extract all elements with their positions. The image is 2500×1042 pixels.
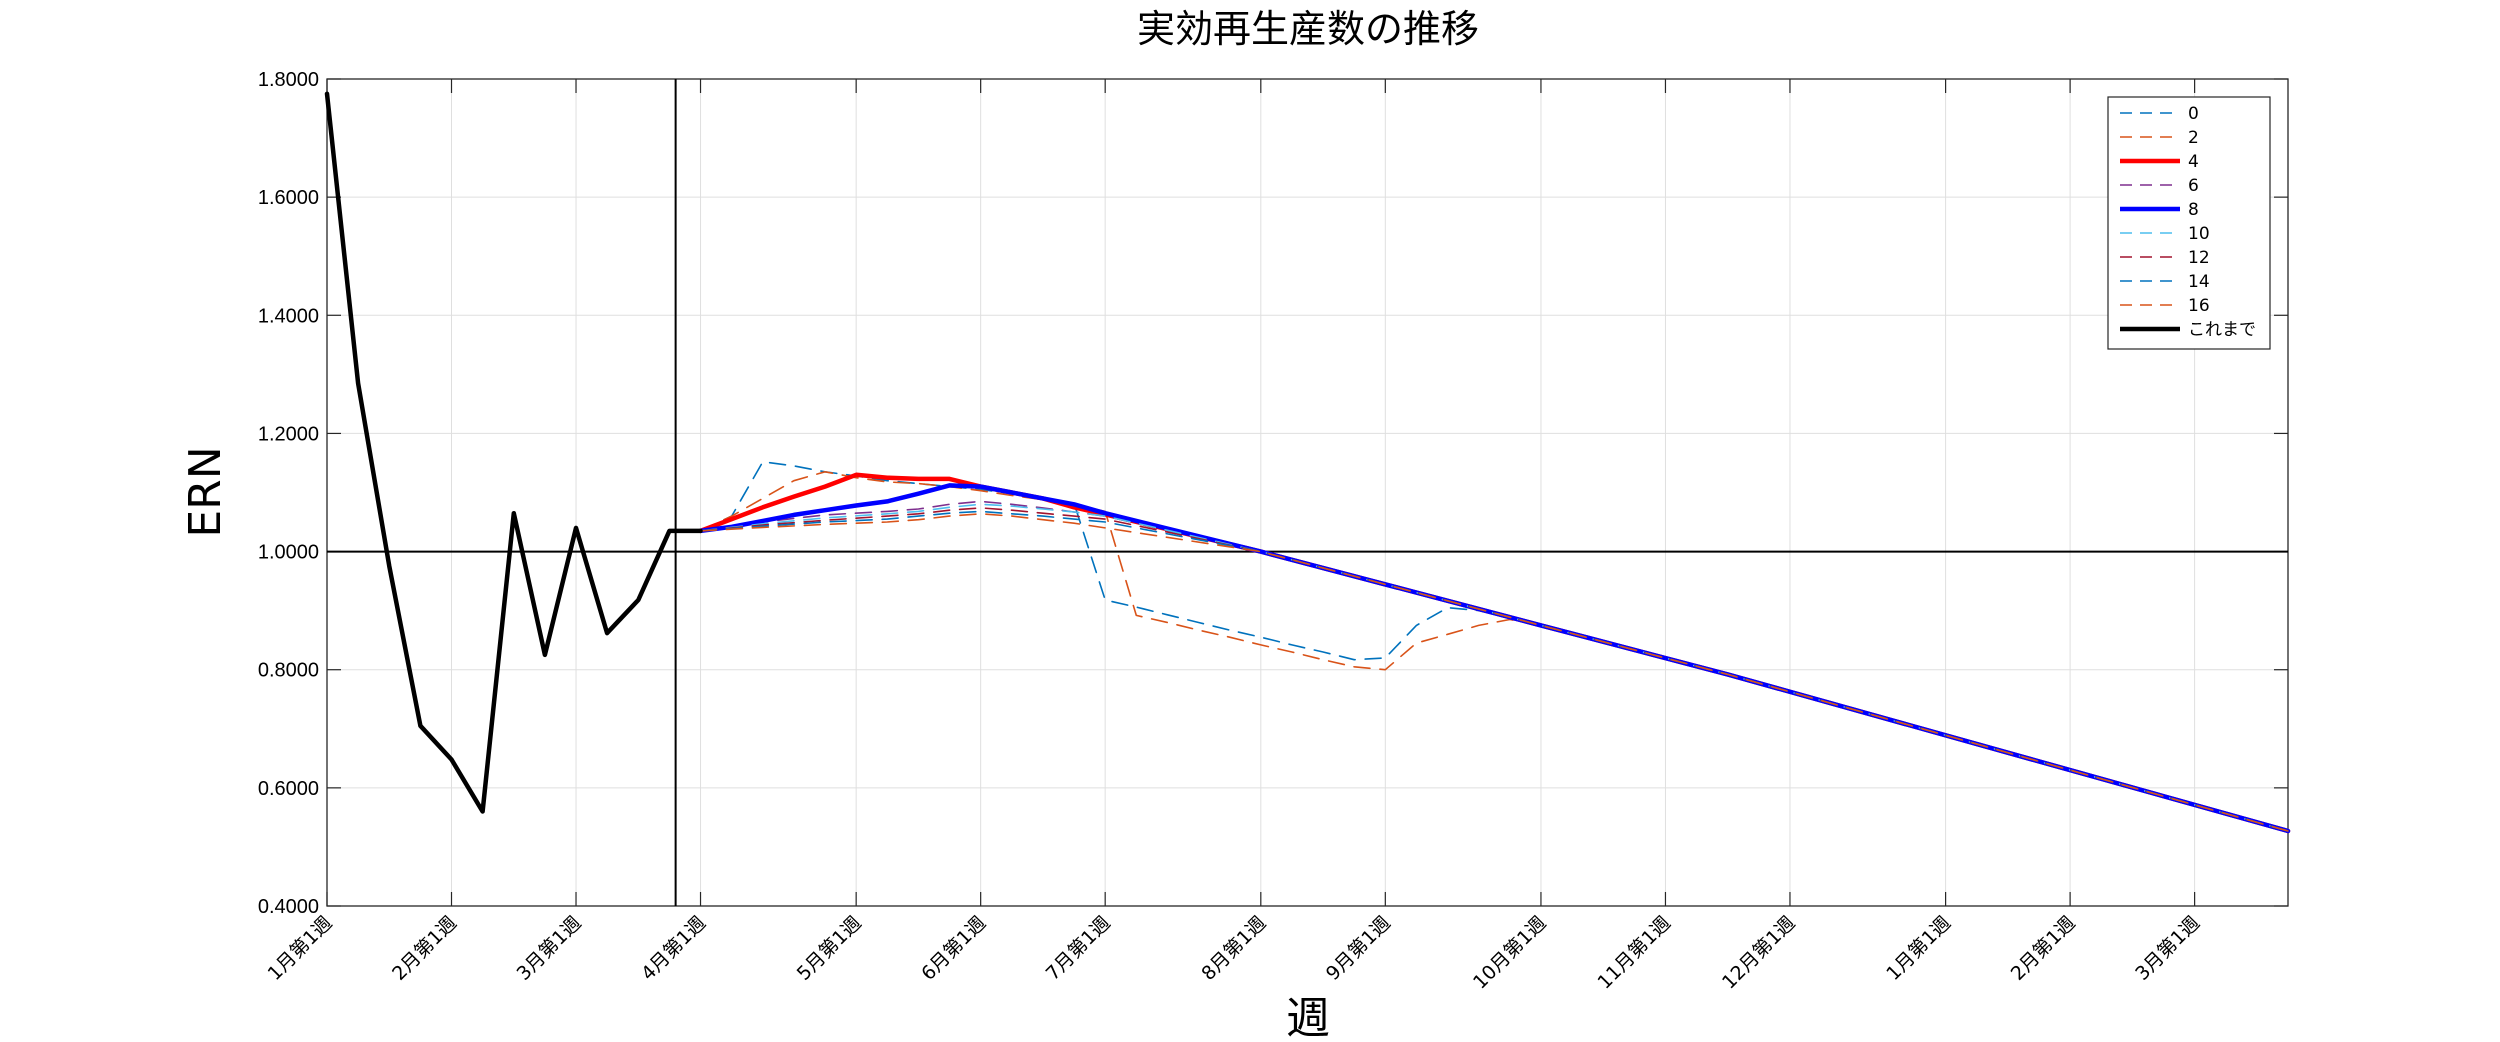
legend-label-1: 2: [2188, 128, 2199, 148]
y-tick-label: 0.4000: [258, 896, 319, 918]
legend-label-8: 16: [2188, 296, 2210, 316]
legend-label-3: 6: [2188, 176, 2199, 196]
x-tick-label: 10月第1週: [1469, 912, 1551, 994]
y-tick-label: 1.0000: [258, 542, 319, 564]
chart-title: 実効再生産数の推移: [1137, 7, 1479, 51]
y-axis-label: ERN: [180, 446, 231, 537]
legend: 0 2 4 6 8 10 12 14 16 これまで: [2107, 96, 2271, 350]
y-tick-label: 1.4000: [258, 305, 319, 327]
legend-label-7: 14: [2188, 272, 2210, 292]
x-tick-label: 5月第1週: [793, 912, 866, 985]
series-layer: [324, 91, 2291, 834]
x-tick-label: 2月第1週: [388, 912, 461, 985]
x-tick-label: 3月第1週: [2131, 912, 2204, 985]
x-tick-label: 8月第1週: [1197, 912, 1270, 985]
legend-label-0: 0: [2188, 104, 2199, 124]
series-line-9: [324, 91, 703, 814]
y-tick-label: 0.6000: [258, 778, 319, 800]
legend-box: [2107, 96, 2271, 350]
x-tick-label: 12月第1週: [1718, 912, 1800, 994]
x-tick-label: 1月第1週: [264, 912, 337, 985]
x-tick-label: 3月第1週: [513, 912, 586, 985]
x-tick-label: 2月第1週: [2007, 912, 2080, 985]
x-tick-label: 1月第1週: [1882, 912, 1955, 985]
y-tick-label: 1.8000: [258, 69, 319, 91]
axes-layer: [326, 78, 2289, 907]
legend-label-5: 10: [2188, 224, 2210, 244]
y-tick-label: 0.8000: [258, 660, 319, 682]
x-tick-label: 9月第1週: [1322, 912, 1395, 985]
y-tick-label: 1.6000: [258, 187, 319, 209]
grid-layer: [326, 78, 2288, 907]
series-line-8: [699, 513, 2289, 832]
x-axis-label: 週: [1286, 993, 1330, 1042]
x-tick-label: 4月第1週: [637, 912, 710, 985]
plot-background: [327, 79, 2288, 906]
legend-label-9: これまで: [2188, 320, 2256, 340]
x-tick-label: 11月第1週: [1593, 912, 1675, 994]
legend-label-2: 4: [2188, 152, 2199, 172]
x-tick-label: 7月第1週: [1042, 912, 1115, 985]
y-tick-label: 1.2000: [258, 423, 319, 445]
x-tick-label: 6月第1週: [917, 912, 990, 985]
plot-frame: [326, 78, 2289, 907]
legend-label-4: 8: [2188, 200, 2199, 220]
legend-label-6: 12: [2188, 248, 2210, 268]
